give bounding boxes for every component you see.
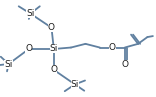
Text: Si: Si xyxy=(50,45,58,53)
Text: O: O xyxy=(109,43,115,52)
Text: O: O xyxy=(121,60,128,68)
Text: Si: Si xyxy=(71,80,79,89)
Text: O: O xyxy=(48,23,55,32)
Text: Si: Si xyxy=(26,9,35,18)
Text: O: O xyxy=(25,45,32,53)
Text: Si: Si xyxy=(4,60,13,68)
Text: O: O xyxy=(50,65,57,74)
